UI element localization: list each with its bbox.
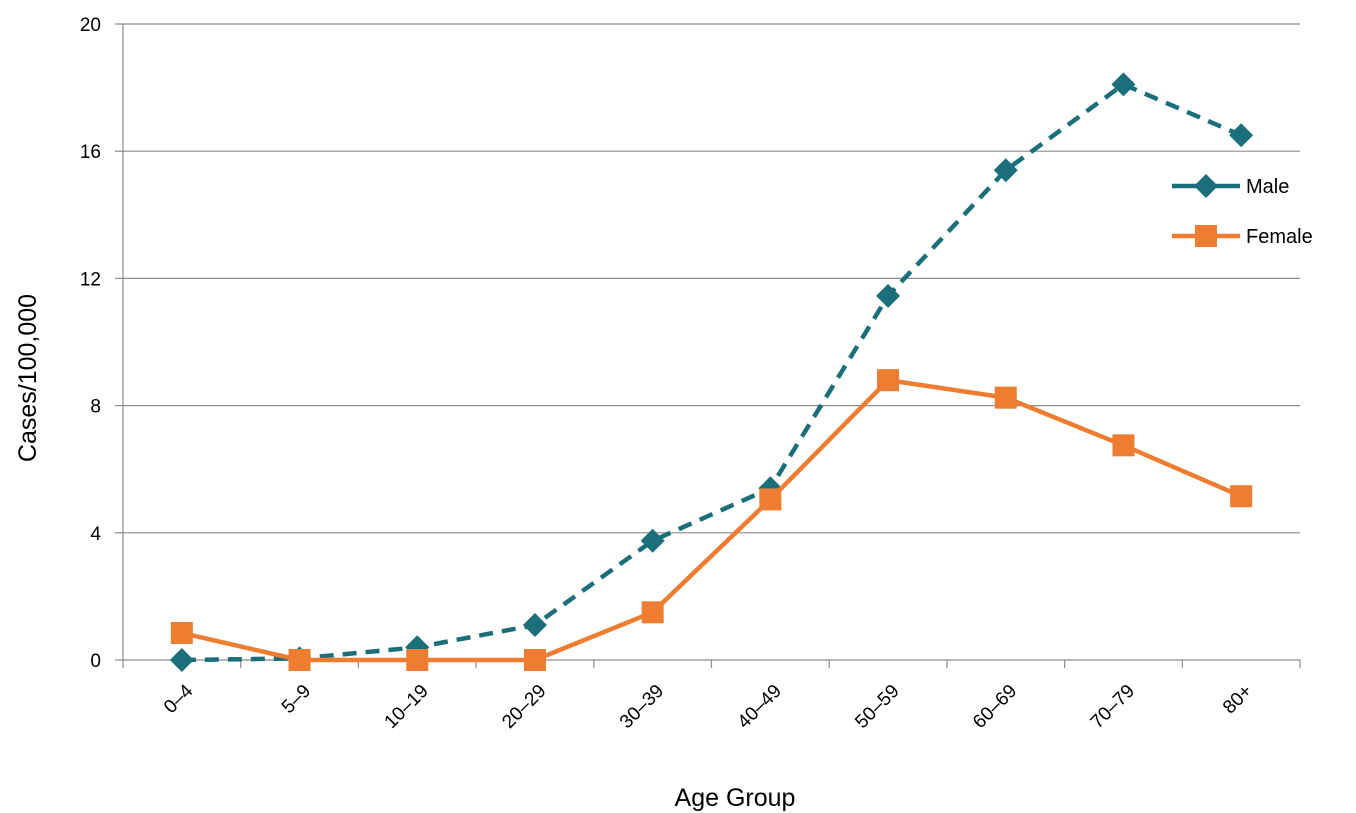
y-tick-label: 16 bbox=[80, 142, 101, 163]
data-point-female bbox=[759, 488, 782, 511]
legend-item-male: Male bbox=[1172, 174, 1289, 198]
y-axis-title: Cases/100,000 bbox=[14, 294, 42, 462]
x-tick-label: 40–49 bbox=[734, 681, 786, 733]
data-point-male bbox=[640, 528, 665, 553]
legend: Male Female bbox=[1172, 174, 1313, 248]
x-tick-label: 30–39 bbox=[616, 681, 668, 733]
data-point-male bbox=[169, 648, 194, 672]
y-tick-label: 8 bbox=[90, 397, 101, 418]
x-tick-label: 5–9 bbox=[278, 681, 315, 718]
legend-marker bbox=[1195, 225, 1217, 247]
data-point-female bbox=[1112, 434, 1135, 457]
data-point-female bbox=[1230, 485, 1253, 508]
x-tick-label: 20–29 bbox=[498, 681, 550, 733]
x-axis-title: Age Group bbox=[675, 784, 796, 812]
y-tick-label: 0 bbox=[90, 651, 101, 672]
y-tick-label: 12 bbox=[80, 269, 101, 290]
legend-marker bbox=[1194, 174, 1218, 198]
data-point-female bbox=[170, 621, 193, 644]
data-point-male bbox=[1111, 72, 1136, 97]
x-tick-labels: 0–4 5–9 10–19 20–29 30–39 40–49 50–59 60–69 70–7… bbox=[160, 680, 1257, 733]
data-point-male bbox=[993, 158, 1018, 183]
data-point-female bbox=[994, 386, 1017, 409]
legend-label: Male bbox=[1246, 176, 1289, 198]
x-tick-label: 0–4 bbox=[160, 680, 198, 718]
gridlines bbox=[123, 23, 1300, 534]
x-tick-label: 70–79 bbox=[1087, 681, 1139, 733]
legend-label: Female bbox=[1246, 226, 1313, 248]
data-point-male bbox=[522, 613, 547, 638]
data-point-female bbox=[288, 649, 311, 671]
data-point-female bbox=[406, 649, 429, 671]
y-tick-labels: 0 4 8 12 16 20 bbox=[80, 15, 102, 672]
data-point-female bbox=[877, 369, 900, 392]
data-point-male bbox=[1229, 123, 1254, 148]
data-point-male bbox=[876, 283, 901, 308]
axes bbox=[115, 23, 1301, 668]
x-tick-label: 60–69 bbox=[969, 681, 1021, 733]
data-point-female bbox=[523, 649, 546, 671]
data-point-female bbox=[641, 601, 664, 624]
x-tick-label: 10–19 bbox=[381, 681, 433, 733]
series-line-male bbox=[181, 82, 1243, 663]
series bbox=[169, 72, 1254, 672]
x-tick-label: 50–59 bbox=[851, 681, 903, 733]
series-female bbox=[170, 369, 1253, 671]
y-tick-label: 20 bbox=[80, 15, 101, 36]
x-tick-label: 80+ bbox=[1219, 681, 1257, 719]
legend-item-female: Female bbox=[1172, 225, 1313, 248]
series-line-female bbox=[181, 377, 1243, 663]
series-male bbox=[169, 72, 1254, 672]
y-tick-label: 4 bbox=[90, 524, 101, 545]
